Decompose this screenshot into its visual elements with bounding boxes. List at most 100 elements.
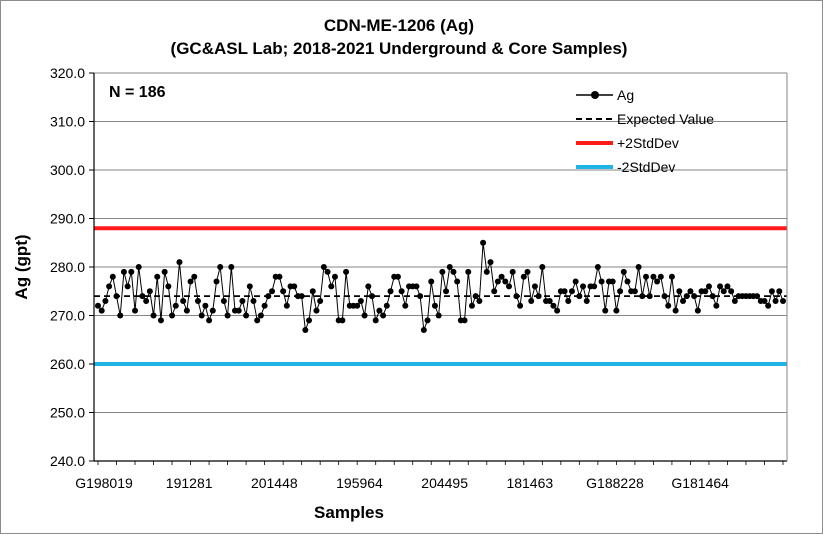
ag-data-point xyxy=(398,288,405,295)
ag-data-point xyxy=(635,264,642,270)
ag-data-point xyxy=(243,312,250,319)
legend-minus-2sd-label: -2StdDev xyxy=(617,159,675,175)
ag-data-point xyxy=(120,268,127,275)
ag-data-point xyxy=(598,278,605,285)
ag-data-point xyxy=(568,288,575,295)
ag-data-point xyxy=(372,317,379,324)
ag-data-point xyxy=(480,239,487,246)
ag-data-point xyxy=(176,259,183,266)
ag-data-point xyxy=(198,312,205,319)
ag-data-point xyxy=(257,312,264,319)
reference-lines xyxy=(94,226,787,366)
ag-data-point xyxy=(517,302,524,309)
ag-data-point xyxy=(106,283,113,290)
ag-data-point xyxy=(261,302,268,309)
ag-data-point xyxy=(224,312,231,319)
ag-data-point xyxy=(461,317,468,324)
gridlines xyxy=(89,72,787,462)
ag-data-point xyxy=(250,297,257,304)
x-tick-label: G188228 xyxy=(586,475,644,491)
ag-data-point xyxy=(383,302,390,309)
ag-data-point xyxy=(546,297,553,304)
ag-data-point xyxy=(132,307,139,314)
x-tick-label: G198019 xyxy=(75,475,133,491)
ag-data-point xyxy=(631,288,638,295)
ag-data-point xyxy=(657,273,664,280)
ag-data-point xyxy=(502,278,509,285)
x-tick-label: 201448 xyxy=(251,475,298,491)
y-tick-label: 310.0 xyxy=(50,114,85,130)
ag-data-point xyxy=(624,278,631,285)
y-tick-label: 250.0 xyxy=(50,405,85,421)
y-tick-label: 320.0 xyxy=(50,65,85,81)
y-tick-label: 270.0 xyxy=(50,308,85,324)
ag-data-point xyxy=(754,293,761,300)
ag-data-point xyxy=(339,317,346,324)
ag-data-point xyxy=(213,278,220,285)
ag-data-point xyxy=(309,288,316,295)
ag-data-point xyxy=(709,293,716,300)
ag-data-point xyxy=(687,288,694,295)
y-tick-label: 290.0 xyxy=(50,211,85,227)
legend: Ag Expected Value +2StdDev -2StdDev xyxy=(576,87,714,175)
chart-subtitle: (GC&ASL Lab; 2018-2021 Underground & Cor… xyxy=(171,39,628,58)
legend-ag-label: Ag xyxy=(617,87,634,103)
legend-plus-2sd-label: +2StdDev xyxy=(617,135,679,151)
x-tick-label: 181463 xyxy=(506,475,553,491)
ag-data-point xyxy=(139,293,146,300)
ag-data-point xyxy=(280,288,287,295)
ag-data-point xyxy=(643,273,649,280)
ag-data-point xyxy=(594,264,601,270)
ag-data-point xyxy=(694,307,701,314)
ag-data-point xyxy=(702,288,709,295)
ag-data-point xyxy=(776,288,783,295)
ag-data-point xyxy=(731,297,738,304)
ag-data-point xyxy=(354,302,361,309)
y-axis-title: Ag (gpt) xyxy=(12,234,31,299)
ag-data-point xyxy=(113,293,120,300)
ag-data-point xyxy=(424,317,431,324)
ag-data-point xyxy=(772,297,779,304)
ag-data-point xyxy=(209,307,216,314)
ag-data-point xyxy=(161,268,168,275)
tick-labels: 240.0 250.0 260.0 270.0 280.0 290.0 300.0 310.0… xyxy=(50,65,729,491)
ag-data-point xyxy=(191,273,198,280)
ag-data-point xyxy=(117,312,124,319)
ag-data-point xyxy=(187,278,194,285)
y-tick-label: 280.0 xyxy=(50,259,85,275)
ag-data-point xyxy=(343,268,350,275)
ag-data-point xyxy=(276,273,283,280)
ag-data-point xyxy=(446,264,453,270)
ag-data-point xyxy=(524,268,531,275)
ag-data-point xyxy=(465,268,472,275)
axes xyxy=(93,73,788,465)
ag-data-point xyxy=(102,297,109,304)
ag-data-point xyxy=(728,288,735,295)
ag-series xyxy=(95,239,786,334)
ag-data-point xyxy=(691,293,698,300)
ag-data-point xyxy=(672,307,679,314)
ag-data-point xyxy=(617,288,624,295)
ag-data-point xyxy=(165,283,172,290)
ag-data-point xyxy=(202,302,209,309)
ag-data-point xyxy=(661,293,668,300)
ag-data-point xyxy=(539,264,546,270)
ag-data-point xyxy=(183,307,190,314)
ag-data-point xyxy=(591,283,598,290)
chart-title: CDN-ME-1206 (Ag) xyxy=(324,16,474,35)
ag-data-point xyxy=(98,307,105,314)
legend-item-expected: Expected Value xyxy=(576,111,714,127)
x-axis-title: Samples xyxy=(314,503,384,522)
legend-expected-label: Expected Value xyxy=(617,111,714,127)
ag-data-point xyxy=(254,317,261,324)
ag-data-point xyxy=(613,307,620,314)
ag-data-point xyxy=(550,302,557,309)
ag-data-point xyxy=(768,288,775,295)
ag-data-point xyxy=(683,293,690,300)
y-tick-label: 240.0 xyxy=(50,453,85,469)
ag-data-point xyxy=(380,312,387,319)
ag-data-point xyxy=(580,283,587,290)
ag-data-point xyxy=(246,283,253,290)
ag-data-point xyxy=(157,317,164,324)
